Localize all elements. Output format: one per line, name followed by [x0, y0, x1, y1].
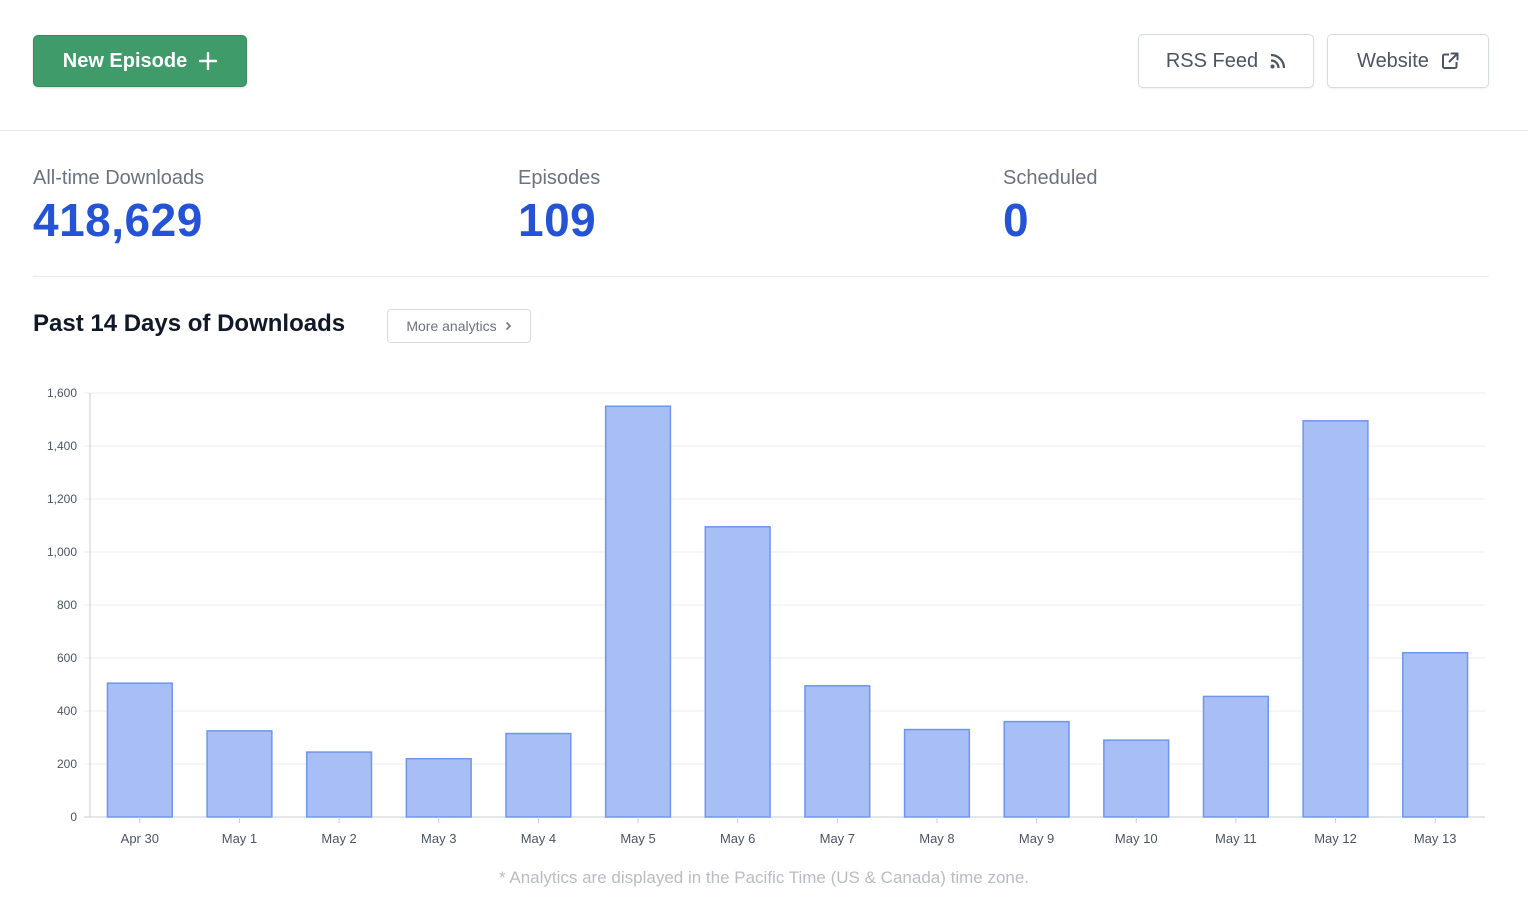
- y-tick-label: 200: [57, 757, 77, 771]
- chart-x-axis: Apr 30 May 1 May 2 May 3 May 4 May 5 May 6 May …: [121, 817, 1457, 846]
- all-time-downloads-stat: All-time Downloads 418,629: [33, 164, 204, 246]
- plus-icon: [199, 52, 218, 70]
- y-tick-label: 0: [70, 810, 77, 824]
- y-tick-label: 1,200: [47, 492, 77, 506]
- website-button[interactable]: Website: [1327, 34, 1489, 88]
- bar: [505, 732, 572, 818]
- x-tick-label: May 11: [1215, 831, 1257, 846]
- more-analytics-button[interactable]: More analytics: [387, 309, 531, 343]
- x-tick-label: May 7: [820, 831, 855, 846]
- bar: [1402, 651, 1469, 818]
- all-time-downloads-value: 418,629: [33, 194, 203, 246]
- header-bar: New Episode RSS Feed Website: [0, 0, 1528, 131]
- x-tick-label: May 5: [620, 831, 655, 846]
- y-tick-label: 400: [57, 704, 77, 718]
- x-tick-label: May 9: [1019, 831, 1054, 846]
- x-tick-label: May 3: [421, 831, 456, 846]
- y-tick-label: 800: [57, 598, 77, 612]
- x-tick-label: May 10: [1115, 831, 1158, 846]
- y-tick-label: 1,000: [47, 545, 77, 559]
- episodes-value: 109: [518, 194, 597, 246]
- bar: [604, 405, 672, 818]
- bar: [305, 751, 373, 818]
- episodes-label: Episodes: [518, 167, 601, 189]
- x-tick-label: May 13: [1414, 831, 1457, 846]
- x-tick-label: Apr 30: [121, 831, 159, 846]
- x-tick-label: May 2: [321, 831, 356, 846]
- scheduled-value: 0: [1003, 194, 1030, 246]
- bar: [804, 685, 871, 818]
- new-episode-button[interactable]: New Episode: [33, 35, 247, 87]
- scheduled-label: Scheduled: [1003, 167, 1098, 189]
- bar: [903, 728, 971, 818]
- bar: [1003, 720, 1070, 818]
- x-tick-label: May 8: [919, 831, 954, 846]
- website-label: Website: [1357, 49, 1429, 72]
- bar: [1302, 420, 1369, 818]
- rss-feed-label: RSS Feed: [1165, 49, 1259, 72]
- rss-icon: [1270, 53, 1286, 69]
- y-tick-label: 600: [57, 651, 77, 665]
- all-time-downloads-label: All-time Downloads: [33, 167, 205, 189]
- more-analytics-label: More analytics: [406, 318, 497, 334]
- x-tick-label: May 12: [1314, 831, 1357, 846]
- chevron-right-icon: [505, 321, 512, 331]
- downloads-bar-chart: 0 200 400 600 800 1,000 1,200 1,400 1,600 Apr 30…: [47, 386, 1485, 846]
- stats-divider: [33, 276, 1489, 277]
- chart-bars: [106, 405, 1469, 818]
- x-tick-label: May 4: [521, 831, 556, 846]
- chart-y-axis: 0 200 400 600 800 1,000 1,200 1,400 1,600: [47, 386, 77, 824]
- episodes-stat: Episodes 109: [518, 164, 600, 246]
- chart-gridlines: [84, 392, 1485, 818]
- y-tick-label: 1,400: [47, 439, 77, 453]
- x-tick-label: May 6: [720, 831, 755, 846]
- new-episode-label: New Episode: [62, 49, 188, 72]
- bar: [206, 730, 273, 818]
- bar: [106, 682, 173, 818]
- bar: [1202, 695, 1270, 818]
- bar: [1103, 739, 1170, 818]
- external-link-icon: [1441, 52, 1459, 70]
- chart-title: Past 14 Days of Downloads: [33, 310, 346, 337]
- x-tick-label: May 1: [222, 831, 257, 846]
- bar: [704, 526, 771, 818]
- scheduled-stat: Scheduled 0: [1003, 164, 1098, 246]
- timezone-footnote: * Analytics are displayed in the Pacific…: [498, 868, 1030, 887]
- y-tick-label: 1,600: [47, 386, 77, 400]
- rss-feed-button[interactable]: RSS Feed: [1138, 34, 1314, 88]
- bar: [405, 757, 472, 818]
